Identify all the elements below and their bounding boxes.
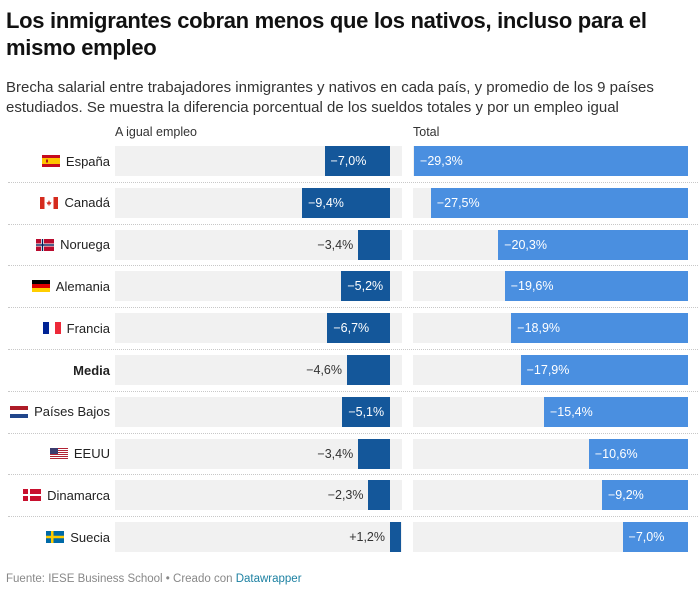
row-separator <box>8 390 698 392</box>
row-separator <box>8 265 698 267</box>
value-label-total: −7,0% <box>628 530 665 545</box>
row-separator <box>8 223 698 225</box>
value-label-equal-job: −5,2% <box>347 279 384 294</box>
dk-flag-icon <box>23 489 42 502</box>
row-separator <box>8 349 698 350</box>
bar-equal-job <box>302 187 390 218</box>
bar-equal-job <box>346 355 390 385</box>
panel-bg-equal-job <box>115 438 402 469</box>
category-label: Francia <box>66 320 110 336</box>
bar-total <box>414 146 688 176</box>
value-label-total: −18,9% <box>517 321 561 336</box>
ca-flag-icon <box>40 196 59 209</box>
chart-row: Suecia +1,2% −7,0% <box>0 522 698 553</box>
no-flag-icon <box>36 238 55 251</box>
panel-bg-equal-job <box>115 480 402 511</box>
nl-flag-icon <box>10 405 29 418</box>
value-label-equal-job: −5,1% <box>348 404 385 419</box>
value-label-equal-job: −7,0% <box>330 154 367 168</box>
row-separator <box>8 516 698 518</box>
value-label-total: −20,3% <box>504 237 547 252</box>
chart-row: Dinamarca −2,3% −9,2% <box>0 480 698 511</box>
chart-subtitle: Brecha salarial entre trabajadores inmig… <box>6 79 654 116</box>
category-label: Media <box>73 362 110 378</box>
row-label: Suecia <box>46 522 110 552</box>
chart-row: Francia −6,7% −18,9% <box>0 313 698 344</box>
category-label: Alemania <box>55 278 110 294</box>
row-label: Francia <box>42 313 110 343</box>
value-label-total: −15,4% <box>550 404 593 419</box>
row-label: Alemania <box>31 271 110 301</box>
chart-row: Media −4,6% −17,9% <box>0 355 698 385</box>
value-label-equal-job: +1,2% <box>349 530 385 545</box>
bar-equal-job <box>368 480 390 511</box>
value-label-total: −27,5% <box>436 195 480 210</box>
bar-total <box>622 522 688 553</box>
chart-row: Países Bajos −5,1% −15,4% <box>0 396 698 427</box>
row-label: España <box>41 146 110 176</box>
us-flag-icon <box>49 447 68 460</box>
value-label-total: −9,2% <box>607 488 644 503</box>
row-separator <box>8 181 698 183</box>
bar-equal-job <box>341 271 390 302</box>
bar-total <box>520 355 688 385</box>
bar-total <box>430 187 688 218</box>
value-label-total: −10,6% <box>594 446 638 461</box>
category-label: Noruega <box>60 237 110 253</box>
panel-bg-equal-job <box>115 522 402 553</box>
row-separator <box>8 307 698 309</box>
column-header-equal-job: A igual empleo <box>115 125 198 139</box>
category-label: Dinamarca <box>47 487 110 503</box>
chart-row: Canadá −9,4% −27,5% <box>0 187 698 218</box>
footer: Fuente: IESE Business School • Creado co… <box>6 573 302 585</box>
bar-equal-job <box>342 396 390 427</box>
row-label: Canadá <box>40 188 110 218</box>
row-label: EEUU <box>49 439 110 469</box>
category-label: EEUU <box>73 446 110 462</box>
bar-equal-job <box>327 313 390 344</box>
category-label: Suecia <box>70 529 110 545</box>
bar-equal-job <box>324 146 390 176</box>
value-label-total: −29,3% <box>420 154 463 168</box>
row-separator <box>8 474 698 476</box>
value-label-total: −17,9% <box>526 363 570 377</box>
es-flag-icon <box>41 155 60 167</box>
category-label: Países Bajos <box>34 404 110 420</box>
de-flag-icon <box>31 280 50 293</box>
bar-total <box>504 271 688 302</box>
column-header-total: Total <box>413 125 440 139</box>
value-label-equal-job: −3,4% <box>317 446 354 461</box>
bar-total <box>588 438 688 469</box>
bar-total <box>544 396 688 427</box>
value-label-equal-job: −9,4% <box>308 195 344 210</box>
value-label-equal-job: −3,4% <box>317 237 354 252</box>
chart-row: Alemania −5,2% −19,6% <box>0 271 698 302</box>
row-label: Noruega <box>36 230 110 260</box>
panel-bg-equal-job <box>115 229 402 260</box>
bar-total <box>601 480 688 511</box>
chart-row: España −7,0% −29,3% <box>0 146 698 176</box>
datawrapper-link[interactable]: Datawrapper <box>235 573 302 585</box>
row-label: Dinamarca <box>23 480 110 510</box>
bar-total <box>498 229 688 260</box>
value-label-equal-job: −4,6% <box>306 363 342 377</box>
category-label: Canadá <box>64 195 110 211</box>
bar-equal-job <box>390 522 402 553</box>
bar-total <box>511 313 688 344</box>
row-label: Media <box>73 355 110 385</box>
bar-equal-job <box>358 438 390 469</box>
source-text: Fuente: IESE Business School • Creado co… <box>6 573 236 585</box>
row-separator <box>8 432 698 434</box>
chart-row: Noruega −3,4% −20,3% <box>0 229 698 260</box>
row-label: Países Bajos <box>10 397 110 427</box>
category-label: España <box>65 153 110 169</box>
value-label-equal-job: −2,3% <box>327 488 364 503</box>
fr-flag-icon <box>42 322 61 335</box>
bar-equal-job <box>358 229 390 260</box>
se-flag-icon <box>46 531 65 544</box>
value-label-total: −19,6% <box>510 279 554 294</box>
chart-title: Los inmigrantes cobran menos que los nat… <box>6 8 647 60</box>
value-label-equal-job: −6,7% <box>333 321 370 336</box>
chart-row: EEUU −3,4% −10,6% <box>0 438 698 469</box>
